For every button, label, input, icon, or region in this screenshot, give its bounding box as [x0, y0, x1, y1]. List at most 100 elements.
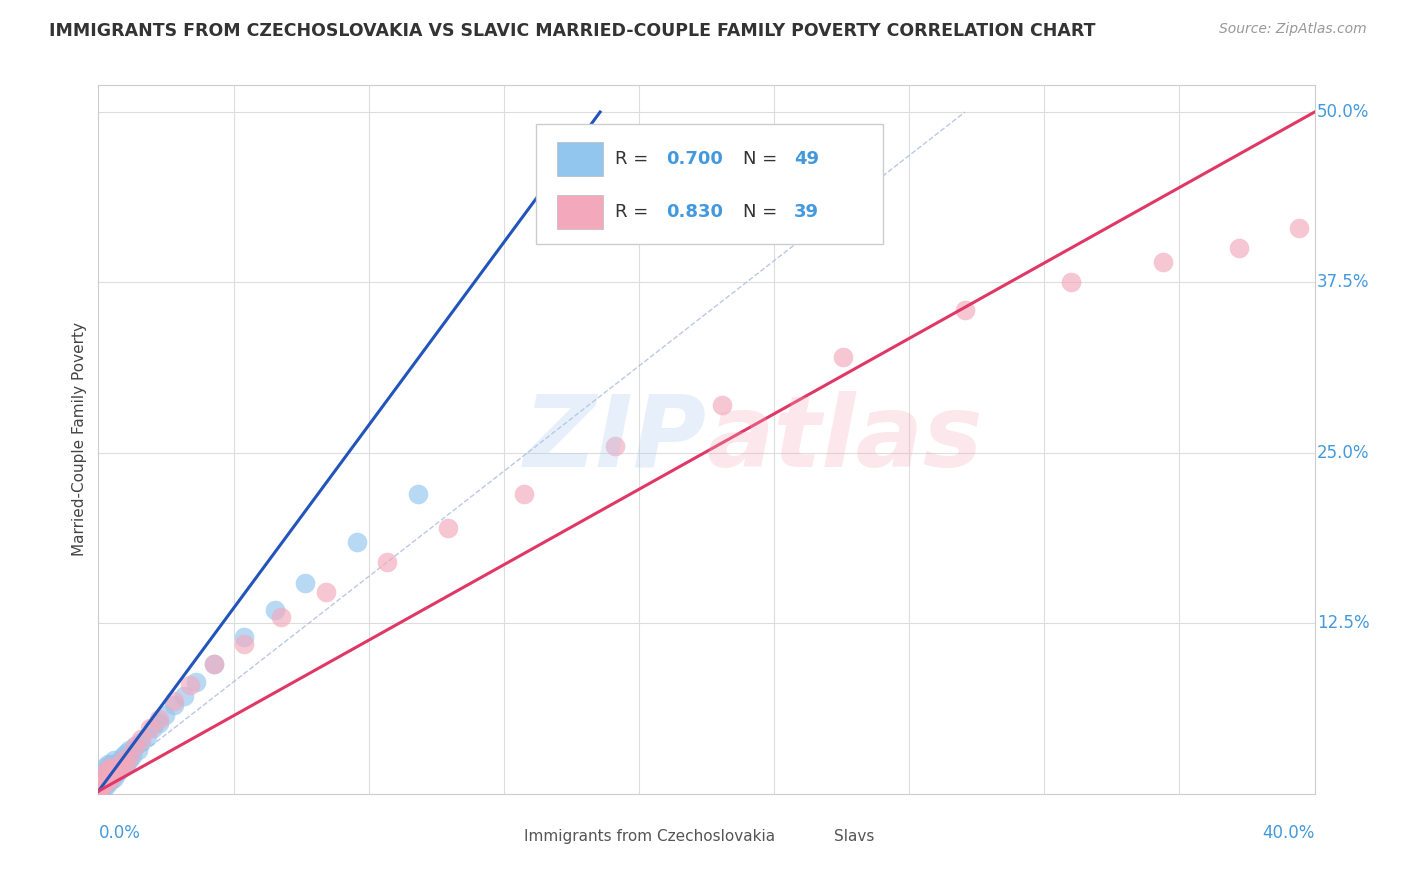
Text: R =: R = — [616, 150, 654, 168]
Point — [93, 759, 115, 773]
Point — [233, 630, 256, 644]
Point — [93, 776, 115, 790]
Point — [953, 302, 976, 317]
Point — [89, 782, 111, 797]
FancyBboxPatch shape — [786, 823, 823, 850]
Point — [1288, 221, 1310, 235]
FancyBboxPatch shape — [475, 823, 512, 850]
Point — [163, 698, 186, 713]
Point — [233, 637, 256, 651]
Point — [406, 487, 429, 501]
Point — [96, 773, 118, 788]
Point — [100, 771, 122, 785]
Point — [93, 766, 115, 780]
Point — [100, 773, 122, 788]
Point — [111, 759, 134, 773]
Text: IMMIGRANTS FROM CZECHOSLOVAKIA VS SLAVIC MARRIED-COUPLE FAMILY POVERTY CORRELATI: IMMIGRANTS FROM CZECHOSLOVAKIA VS SLAVIC… — [49, 22, 1095, 40]
FancyBboxPatch shape — [557, 195, 603, 229]
Point — [90, 780, 112, 794]
Point — [1364, 186, 1386, 201]
Point — [179, 678, 201, 692]
Text: 37.5%: 37.5% — [1317, 274, 1369, 292]
Point — [96, 776, 118, 790]
Text: N =: N = — [742, 203, 783, 221]
Point — [155, 707, 177, 722]
Point — [100, 756, 122, 771]
Text: 0.0%: 0.0% — [98, 823, 141, 842]
Point — [100, 759, 122, 773]
Text: 39: 39 — [794, 203, 820, 221]
Point — [710, 398, 733, 412]
Text: 25.0%: 25.0% — [1317, 444, 1369, 462]
Point — [605, 439, 627, 453]
Point — [96, 756, 118, 771]
Point — [129, 732, 152, 747]
Point — [91, 773, 114, 788]
Point — [103, 762, 125, 776]
Point — [1060, 276, 1083, 290]
Point — [108, 753, 131, 767]
Point — [1152, 255, 1174, 269]
Point — [315, 585, 337, 599]
Point — [114, 756, 136, 771]
Point — [114, 746, 136, 760]
Point — [263, 603, 285, 617]
Point — [118, 743, 141, 757]
Text: Slavs: Slavs — [834, 829, 875, 844]
Point — [118, 748, 141, 763]
Text: 40.0%: 40.0% — [1263, 823, 1315, 842]
Point — [93, 780, 115, 794]
Point — [105, 759, 128, 773]
Point — [139, 722, 162, 736]
Point — [148, 715, 170, 730]
Text: 12.5%: 12.5% — [1317, 615, 1369, 632]
Point — [93, 766, 115, 780]
Point — [202, 657, 225, 672]
Point — [127, 743, 149, 757]
Point — [142, 722, 165, 736]
Point — [96, 771, 118, 785]
Point — [93, 773, 115, 788]
Point — [108, 762, 131, 776]
FancyBboxPatch shape — [536, 124, 883, 244]
Point — [96, 762, 118, 776]
Point — [89, 780, 111, 794]
Point — [437, 521, 460, 535]
Point — [90, 773, 112, 788]
Point — [91, 780, 114, 794]
Point — [148, 712, 170, 726]
Point — [173, 689, 195, 703]
Point — [111, 753, 134, 767]
Point — [346, 534, 368, 549]
Text: R =: R = — [616, 203, 654, 221]
Point — [105, 756, 128, 771]
Text: atlas: atlas — [707, 391, 983, 488]
Point — [103, 771, 125, 785]
Point — [124, 739, 146, 753]
Point — [90, 780, 112, 794]
Text: Immigrants from Czechoslovakia: Immigrants from Czechoslovakia — [524, 829, 775, 844]
Text: 49: 49 — [794, 150, 820, 168]
Point — [1319, 214, 1341, 228]
Point — [1227, 241, 1250, 255]
Point — [108, 762, 131, 776]
Text: N =: N = — [742, 150, 783, 168]
Point — [513, 487, 536, 501]
Point — [89, 780, 111, 794]
Text: 50.0%: 50.0% — [1317, 103, 1369, 121]
Point — [163, 694, 186, 708]
Point — [91, 776, 114, 790]
Point — [121, 748, 143, 763]
Y-axis label: Married-Couple Family Poverty: Married-Couple Family Poverty — [72, 322, 87, 557]
Point — [375, 555, 398, 569]
Point — [270, 609, 292, 624]
FancyBboxPatch shape — [557, 142, 603, 176]
Point — [118, 753, 141, 767]
Point — [103, 766, 125, 780]
Point — [100, 766, 122, 780]
Point — [136, 730, 159, 744]
Point — [184, 675, 207, 690]
Point — [114, 756, 136, 771]
Point — [96, 762, 118, 776]
Point — [202, 657, 225, 672]
